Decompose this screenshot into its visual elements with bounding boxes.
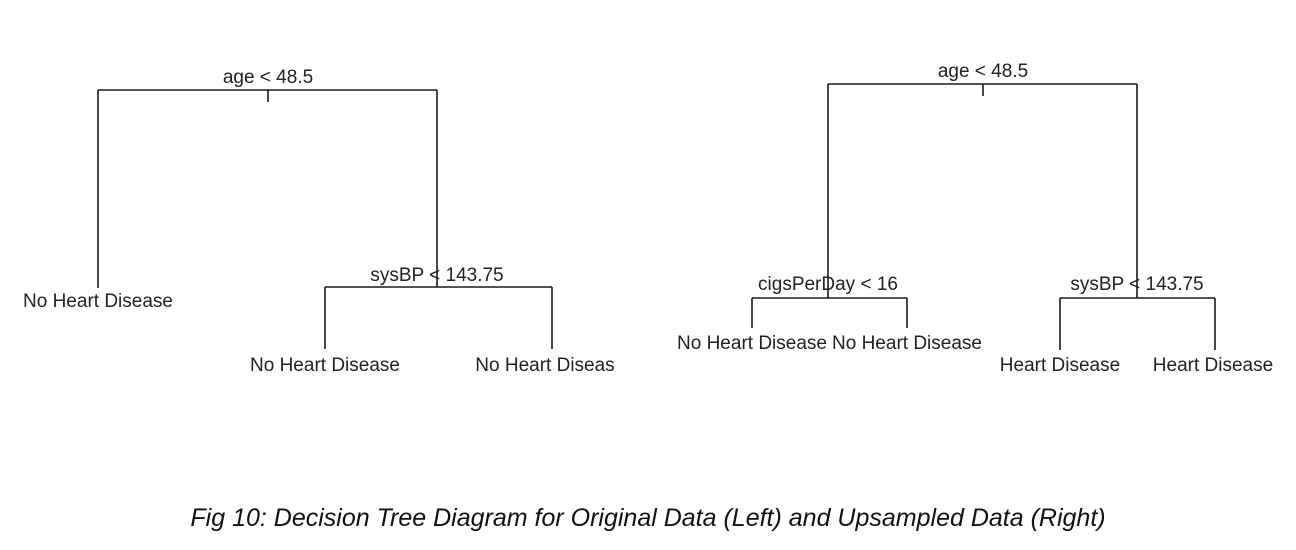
right-leaf-label: No Heart Disease bbox=[832, 333, 982, 354]
right-leaf-label: No Heart Disease bbox=[677, 333, 827, 354]
right-leaf-label: Heart Disease bbox=[1153, 355, 1273, 376]
left-leaf-label: No Heart Disease bbox=[250, 355, 400, 376]
left-leaf-label: No Heart Disease bbox=[23, 291, 173, 312]
left-tree: age < 48.5 sysBP < 143.75 No Heart Disea… bbox=[23, 67, 615, 376]
right-split-label-sysbp: sysBP < 143.75 bbox=[1070, 274, 1203, 295]
left-leaf-label: No Heart Diseas bbox=[475, 355, 614, 376]
right-split-label-cigs: cigsPerDay < 16 bbox=[758, 274, 898, 295]
right-split-label-age: age < 48.5 bbox=[938, 61, 1028, 82]
right-leaf-label: Heart Disease bbox=[1000, 355, 1120, 376]
left-split-label-sysbp: sysBP < 143.75 bbox=[370, 265, 503, 286]
figure-caption: Fig 10: Decision Tree Diagram for Origin… bbox=[190, 504, 1106, 532]
left-split-label-age: age < 48.5 bbox=[223, 67, 313, 88]
right-tree: age < 48.5 cigsPerDay < 16 sysBP < 143.7… bbox=[677, 61, 1273, 376]
